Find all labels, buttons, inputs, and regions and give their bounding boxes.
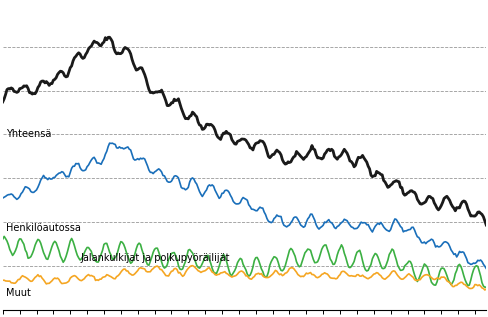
Text: Henkilöautossa: Henkilöautossa bbox=[5, 223, 81, 233]
Text: Yhteensä: Yhteensä bbox=[5, 129, 51, 139]
Text: Muut: Muut bbox=[5, 288, 30, 298]
Text: Jalankulkijat ja polkupyöräilijät: Jalankulkijat ja polkupyöräilijät bbox=[80, 253, 229, 263]
